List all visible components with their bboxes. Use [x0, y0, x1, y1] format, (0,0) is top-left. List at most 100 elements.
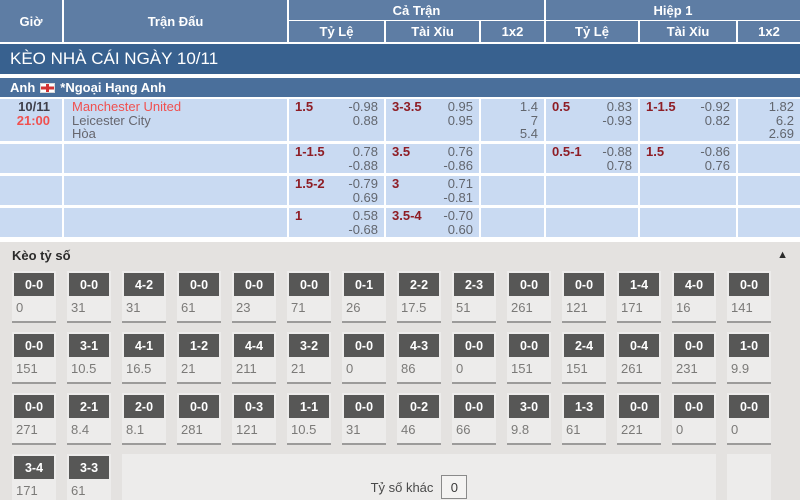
- score-button[interactable]: 4-3: [399, 334, 439, 357]
- odds-values: 0.71 -0.81: [443, 177, 473, 205]
- odds-value: -0.88: [348, 157, 378, 173]
- score-cell: 1-0 9.9: [727, 332, 771, 384]
- home-team-name[interactable]: Manchester United: [72, 99, 182, 114]
- h1-overunder-cell[interactable]: 1.5 -0.86 0.76: [640, 144, 736, 173]
- score-button[interactable]: 2-2: [399, 273, 439, 296]
- score-button[interactable]: 0-0: [14, 395, 54, 418]
- score-button[interactable]: 3-2: [289, 334, 329, 357]
- collapse-arrow-icon[interactable]: ▲: [777, 249, 788, 261]
- h1-1x2-cell[interactable]: 1.82 6.2 2.69: [738, 99, 800, 141]
- score-button[interactable]: 3-0: [509, 395, 549, 418]
- score-button[interactable]: 0-0: [674, 334, 714, 357]
- ft-handicap-cell[interactable]: 1-1.5 0.78 -0.88: [289, 144, 384, 173]
- score-odds: 17.5: [401, 300, 427, 315]
- score-button[interactable]: 1-2: [179, 334, 219, 357]
- score-button[interactable]: 3-3: [69, 456, 109, 479]
- score-button[interactable]: 0-1: [344, 273, 384, 296]
- score-cell: 1-2 21: [177, 332, 221, 384]
- score-button[interactable]: 0-0: [454, 395, 494, 418]
- score-button[interactable]: 0-0: [179, 395, 219, 418]
- h1-handicap-cell: [546, 176, 638, 205]
- odds-value: 0.60: [447, 221, 473, 237]
- score-button[interactable]: 0-3: [234, 395, 274, 418]
- score-odds: 8.4: [71, 422, 90, 437]
- score-button[interactable]: 0-0: [674, 395, 714, 418]
- score-cell: 0-4 261: [617, 332, 661, 384]
- score-button[interactable]: 0-0: [234, 273, 274, 296]
- score-button[interactable]: 0-0: [729, 395, 769, 418]
- ft-1x2-cell[interactable]: 1.4 7 5.4: [481, 99, 544, 141]
- score-button[interactable]: 3-1: [69, 334, 109, 357]
- score-button[interactable]: 0-0: [344, 334, 384, 357]
- score-cell: 1-3 61: [562, 393, 606, 445]
- score-odds: 31: [346, 422, 361, 437]
- ft-1x2-cell: [481, 176, 544, 205]
- h1-handicap-cell[interactable]: 0.5 0.83 -0.93: [546, 99, 638, 141]
- draw-label[interactable]: Hòa: [72, 126, 96, 141]
- other-score-input[interactable]: [441, 475, 468, 499]
- score-button[interactable]: 1-1: [289, 395, 329, 418]
- odds-value: 6.2: [775, 112, 794, 128]
- score-button[interactable]: 1-4: [619, 273, 659, 296]
- score-button[interactable]: 1-3: [564, 395, 604, 418]
- score-button[interactable]: 4-1: [124, 334, 164, 357]
- correct-score-title: Kèo tỷ số: [12, 247, 71, 263]
- ft-overunder-cell[interactable]: 3.5-4 -0.70 0.60: [386, 208, 479, 237]
- ft-overunder-cell[interactable]: 3-3.5 0.95 0.95: [386, 99, 479, 141]
- h1-overunder-cell[interactable]: 1-1.5 -0.92 0.82: [640, 99, 736, 141]
- score-button[interactable]: 4-2: [124, 273, 164, 296]
- score-button[interactable]: 4-4: [234, 334, 274, 357]
- match-odds-rows: 10/11 21:00 Manchester United Leicester Cit…: [0, 99, 800, 237]
- score-button[interactable]: 0-0: [289, 273, 329, 296]
- score-odds: 271: [16, 422, 38, 437]
- handicap-value: 1: [295, 208, 303, 223]
- odds-values: 1.82 6.2 2.69: [769, 100, 794, 141]
- score-button[interactable]: 1-0: [729, 334, 769, 357]
- odds-row: 1-1.5 0.78 -0.88 3.5 0.76 -0.86 0.5-1 -0.88 0.78…: [0, 144, 800, 173]
- score-cell: 0-2 46: [397, 393, 441, 445]
- score-grid-spacer: [727, 454, 771, 500]
- score-button[interactable]: 2-1: [69, 395, 109, 418]
- h1-handicap-cell[interactable]: 0.5-1 -0.88 0.78: [546, 144, 638, 173]
- score-cell: 3-2 21: [287, 332, 331, 384]
- score-button[interactable]: 0-0: [344, 395, 384, 418]
- match-time-cell: [0, 176, 62, 205]
- correct-score-section: Kèo tỷ số ▲ 0-0 0 0-0 31 4-2 31 0-0 61 0-0 23 0-0 7…: [0, 242, 800, 500]
- score-button[interactable]: 0-2: [399, 395, 439, 418]
- score-button[interactable]: 0-0: [729, 273, 769, 296]
- score-button[interactable]: 2-4: [564, 334, 604, 357]
- score-button[interactable]: 0-4: [619, 334, 659, 357]
- score-button[interactable]: 0-0: [509, 273, 549, 296]
- score-button[interactable]: 2-3: [454, 273, 494, 296]
- score-button[interactable]: 0-0: [179, 273, 219, 296]
- odds-value: -0.68: [348, 221, 378, 237]
- score-cell: 4-4 211: [232, 332, 276, 384]
- score-odds: 16.5: [126, 361, 152, 376]
- score-odds: 61: [181, 300, 196, 315]
- score-cell: 0-0 61: [177, 271, 221, 323]
- score-button[interactable]: 0-0: [619, 395, 659, 418]
- odds-values: 0.83 -0.93: [602, 100, 632, 141]
- odds-row: 1.5-2 -0.79 0.69 3 0.71 -0.81: [0, 176, 800, 205]
- score-button[interactable]: 0-0: [14, 334, 54, 357]
- ft-handicap-cell[interactable]: 1.5-2 -0.79 0.69: [289, 176, 384, 205]
- england-flag-icon: [40, 82, 56, 93]
- score-cell: 0-0 0: [12, 271, 56, 323]
- score-button[interactable]: 3-4: [14, 456, 54, 479]
- score-button[interactable]: 0-0: [14, 273, 54, 296]
- score-button[interactable]: 0-0: [509, 334, 549, 357]
- score-button[interactable]: 0-0: [454, 334, 494, 357]
- score-button[interactable]: 0-0: [69, 273, 109, 296]
- score-button[interactable]: 2-0: [124, 395, 164, 418]
- away-team-name[interactable]: Leicester City: [72, 112, 151, 128]
- score-button[interactable]: 4-0: [674, 273, 714, 296]
- ft-handicap-cell[interactable]: 1 0.58 -0.68: [289, 208, 384, 237]
- score-button[interactable]: 0-0: [564, 273, 604, 296]
- score-odds: 51: [456, 300, 471, 315]
- score-odds: 121: [236, 422, 258, 437]
- score-odds: 0: [346, 361, 354, 376]
- odds-value: -0.81: [443, 189, 473, 205]
- ft-overunder-cell[interactable]: 3.5 0.76 -0.86: [386, 144, 479, 173]
- ft-handicap-cell[interactable]: 1.5 -0.98 0.88: [289, 99, 384, 141]
- ft-overunder-cell[interactable]: 3 0.71 -0.81: [386, 176, 479, 205]
